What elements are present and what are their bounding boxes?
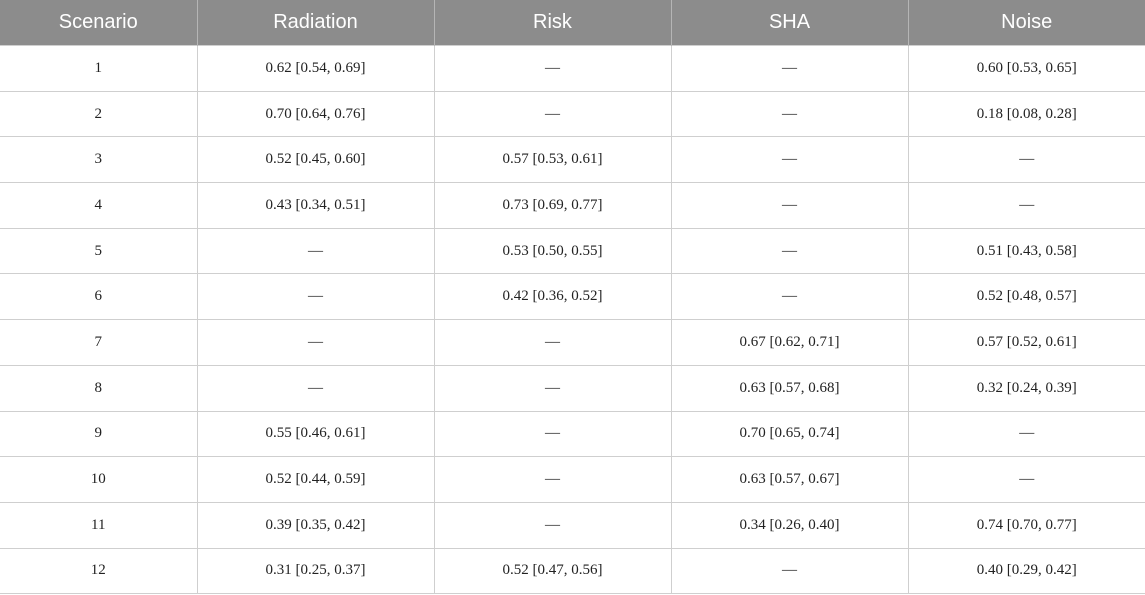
value-cell: — xyxy=(196,364,435,412)
value-cell: — xyxy=(196,319,435,366)
value-cell: 0.63 [0.57, 0.67] xyxy=(670,456,909,503)
header-cell: SHA xyxy=(670,0,908,46)
table-row: 5—0.53 [0.50, 0.55] —0.51 [0.43, 0.58] xyxy=(0,227,1145,275)
table-body: 1 0.62 [0.54, 0.69] — —0.60 [0.53, 0.65] 2 0.… xyxy=(0,45,1145,595)
value-cell: 0.55 [0.46, 0.61] xyxy=(196,410,435,458)
value-cell: — xyxy=(433,501,672,549)
table-row: 10 0.52 [0.44, 0.59] —0.63 [0.57, 0.67] — xyxy=(0,456,1145,503)
value-cell: — xyxy=(670,90,909,138)
value-cell: — xyxy=(433,90,672,138)
value-cell: — xyxy=(433,410,672,458)
value-cell: 0.52 [0.45, 0.60] xyxy=(196,136,435,184)
value-cell: 0.18 [0.08, 0.28] xyxy=(907,90,1145,138)
value-cell: — xyxy=(670,136,909,184)
value-cell: — xyxy=(670,273,909,321)
table-row: 3 0.52 [0.45, 0.60] 0.57 [0.53, 0.61] — — xyxy=(0,136,1145,184)
value-cell: — xyxy=(433,319,672,366)
value-cell: 0.40 [0.29, 0.42] xyxy=(907,547,1145,595)
value-cell: 0.70 [0.64, 0.76] xyxy=(196,90,435,138)
scenario-cell: 2 xyxy=(0,90,198,138)
scenario-cell: 6 xyxy=(0,273,198,321)
value-cell: — xyxy=(670,45,909,92)
scenario-cell: 3 xyxy=(0,136,198,184)
scenario-cell: 11 xyxy=(0,501,198,549)
value-cell: 0.42 [0.36, 0.52] xyxy=(433,273,672,321)
value-cell: 0.51 [0.43, 0.58] xyxy=(907,227,1145,275)
value-cell: — xyxy=(433,364,672,412)
header-row: Scenario Radiation Risk SHA Noise xyxy=(0,0,1145,46)
value-cell: 0.67 [0.62, 0.71] xyxy=(670,319,909,366)
value-cell: 0.39 [0.35, 0.42] xyxy=(196,501,435,549)
table-row: 11 0.39 [0.35, 0.42] —0.34 [0.26, 0.40] 0.7… xyxy=(0,501,1145,549)
table-row: 12 0.31 [0.25, 0.37] 0.52 [0.47, 0.56] —0.4… xyxy=(0,547,1145,595)
value-cell: 0.70 [0.65, 0.74] xyxy=(670,410,909,458)
value-cell: 0.52 [0.48, 0.57] xyxy=(907,273,1145,321)
table-row: 8— —0.63 [0.57, 0.68] 0.32 [0.24, 0.39] xyxy=(0,364,1145,412)
value-cell: — xyxy=(907,456,1145,503)
value-cell: 0.53 [0.50, 0.55] xyxy=(433,227,672,275)
table-row: 9 0.55 [0.46, 0.61] —0.70 [0.65, 0.74] — xyxy=(0,410,1145,458)
value-cell: 0.57 [0.52, 0.61] xyxy=(907,319,1145,366)
value-cell: 0.52 [0.44, 0.59] xyxy=(196,456,435,503)
value-cell: 0.74 [0.70, 0.77] xyxy=(907,501,1145,549)
value-cell: 0.34 [0.26, 0.40] xyxy=(670,501,909,549)
table-row: 6—0.42 [0.36, 0.52] —0.52 [0.48, 0.57] xyxy=(0,273,1145,321)
header-cell: Risk xyxy=(433,0,671,46)
value-cell: 0.52 [0.47, 0.56] xyxy=(433,547,672,595)
scenario-cell: 10 xyxy=(0,456,198,503)
value-cell: — xyxy=(907,182,1145,229)
value-cell: 0.73 [0.69, 0.77] xyxy=(433,182,672,229)
value-cell: 0.57 [0.53, 0.61] xyxy=(433,136,672,184)
value-cell: — xyxy=(196,273,435,321)
table-row: 1 0.62 [0.54, 0.69] — —0.60 [0.53, 0.65] xyxy=(0,45,1145,92)
table-row: 4 0.43 [0.34, 0.51] 0.73 [0.69, 0.77] — — xyxy=(0,182,1145,229)
scenario-cell: 7 xyxy=(0,319,198,366)
scenario-cell: 4 xyxy=(0,182,198,229)
value-cell: 0.43 [0.34, 0.51] xyxy=(196,182,435,229)
value-cell: 0.31 [0.25, 0.37] xyxy=(196,547,435,595)
value-cell: 0.62 [0.54, 0.69] xyxy=(196,45,435,92)
header-cell: Scenario xyxy=(0,0,197,46)
header-cell: Noise xyxy=(907,0,1145,46)
value-cell: — xyxy=(670,547,909,595)
header-cell: Radiation xyxy=(196,0,434,46)
value-cell: 0.32 [0.24, 0.39] xyxy=(907,364,1145,412)
value-cell: — xyxy=(433,456,672,503)
value-cell: — xyxy=(670,182,909,229)
value-cell: — xyxy=(196,227,435,275)
value-cell: — xyxy=(907,136,1145,184)
value-cell: — xyxy=(670,227,909,275)
table-row: 2 0.70 [0.64, 0.76] — —0.18 [0.08, 0.28] xyxy=(0,90,1145,138)
scenario-cell: 1 xyxy=(0,45,198,92)
scenario-cell: 8 xyxy=(0,364,198,412)
table-row: 7— —0.67 [0.62, 0.71] 0.57 [0.52, 0.61] xyxy=(0,319,1145,366)
value-cell: — xyxy=(433,45,672,92)
scenario-cell: 5 xyxy=(0,227,198,275)
value-cell: 0.63 [0.57, 0.68] xyxy=(670,364,909,412)
value-cell: — xyxy=(907,410,1145,458)
value-cell: 0.60 [0.53, 0.65] xyxy=(907,45,1145,92)
scenario-cell: 9 xyxy=(0,410,198,458)
scenario-cell: 12 xyxy=(0,547,198,595)
